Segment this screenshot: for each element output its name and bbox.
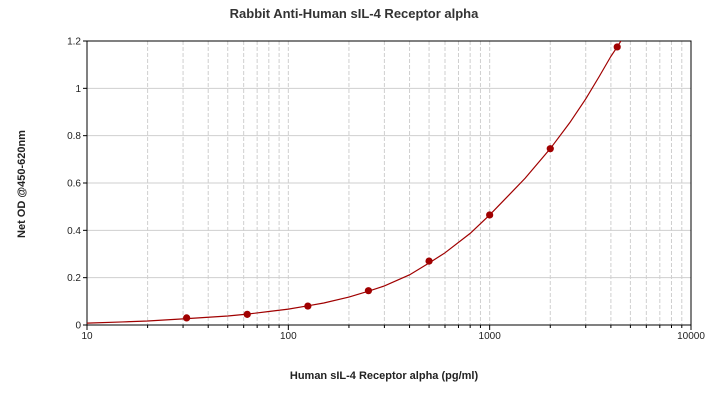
y-tick-label: 0.4 bbox=[67, 226, 81, 237]
x-tick-label: 100 bbox=[280, 331, 297, 342]
chart-title: Rabbit Anti-Human sIL-4 Receptor alpha bbox=[229, 6, 479, 21]
data-point bbox=[546, 145, 554, 153]
fit-curve-line bbox=[87, 41, 622, 324]
data-point bbox=[243, 310, 251, 318]
y-tick-label: 0.6 bbox=[67, 179, 81, 190]
data-point bbox=[304, 302, 312, 310]
x-tick-label: 10 bbox=[81, 331, 93, 342]
y-axis-title: Net OD @450-620nm bbox=[16, 130, 28, 238]
y-tick-label: 0.8 bbox=[67, 131, 81, 142]
data-points-layer bbox=[183, 43, 621, 322]
x-tick-label: 10000 bbox=[677, 331, 705, 342]
data-point bbox=[425, 257, 433, 265]
y-tick-label: 1.2 bbox=[67, 37, 81, 48]
fit-curve-layer bbox=[87, 41, 622, 324]
y-tick-label: 0 bbox=[75, 321, 81, 332]
tick-labels-layer: 10 100 1000 10000 0 0.2 0.4 0.6 0.8 1 1.2 bbox=[67, 37, 705, 343]
axis-layer bbox=[83, 40, 692, 330]
y-tick-label: 1 bbox=[75, 84, 81, 95]
grid-layer bbox=[87, 41, 691, 325]
x-axis-title: Human sIL-4 Receptor alpha (pg/ml) bbox=[289, 370, 479, 382]
data-point bbox=[613, 43, 621, 51]
x-tick-label: 1000 bbox=[479, 331, 502, 342]
data-point bbox=[486, 211, 494, 219]
data-point bbox=[183, 314, 191, 322]
y-tick-label: 0.2 bbox=[67, 273, 81, 284]
data-point bbox=[364, 287, 373, 295]
